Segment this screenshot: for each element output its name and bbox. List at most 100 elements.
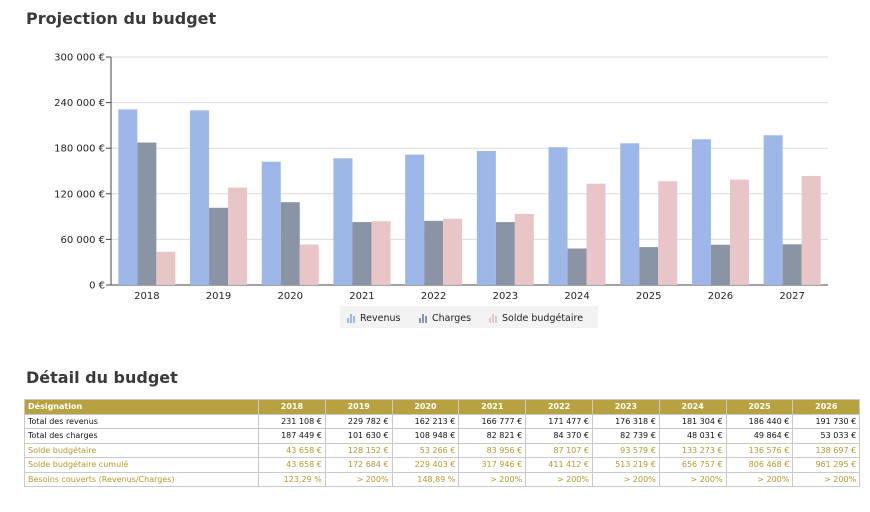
table-cell: 806 468 € — [725, 457, 794, 473]
row-label: Solde budgétaire — [24, 442, 259, 458]
legend-icon — [425, 316, 427, 323]
legend-icon — [495, 316, 497, 323]
y-tick-label: 240 000 € — [54, 98, 105, 109]
table-cell: 93 579 € — [591, 442, 660, 458]
row-label: Total des charges — [24, 428, 259, 444]
table-cell: > 200% — [792, 471, 861, 487]
row-label: Besoins couverts (Revenus/Charges) — [24, 471, 259, 487]
header-year: 2026 — [792, 399, 861, 415]
bar — [156, 251, 176, 285]
table-cell: 229 403 € — [391, 457, 460, 473]
bar — [443, 218, 463, 285]
bar — [782, 244, 802, 285]
bar — [280, 202, 300, 285]
header-year: 2020 — [391, 399, 460, 415]
chart-title: Projection du budget — [26, 9, 217, 28]
bar — [476, 150, 496, 285]
legend-label: Charges — [432, 313, 471, 324]
table-cell: 229 782 € — [324, 413, 393, 429]
table-row-besoins-couverts: Besoins couverts (Revenus/Charges) 123,2… — [24, 471, 861, 487]
legend-icon — [422, 314, 424, 323]
table-cell: 138 697 € — [792, 442, 861, 458]
table-cell: 317 946 € — [458, 457, 527, 473]
bar — [658, 181, 678, 285]
table-cell: 166 777 € — [458, 413, 527, 429]
bar — [620, 143, 640, 285]
table-cell: > 200% — [324, 471, 393, 487]
table-cell: 43 658 € — [258, 442, 326, 458]
bar — [299, 244, 319, 285]
table-row-total-revenus: Total des revenus 231 108 € 229 782 € 16… — [24, 413, 861, 429]
bar — [118, 109, 138, 286]
budget-table: Désignation 2018 2019 2020 2021 2022 202… — [24, 399, 861, 487]
bar — [567, 248, 587, 285]
table-cell: 961 295 € — [792, 457, 861, 473]
table-cell: 53 266 € — [391, 442, 460, 458]
table-title: Détail du budget — [26, 368, 178, 387]
table-cell: 53 033 € — [792, 428, 861, 444]
table-cell: > 200% — [458, 471, 527, 487]
bar — [586, 183, 606, 285]
bar — [209, 207, 229, 285]
table-cell: 49 864 € — [725, 428, 794, 444]
table-cell: 191 730 € — [792, 413, 861, 429]
bar — [228, 187, 248, 285]
bar — [137, 142, 157, 285]
x-tick-label: 2024 — [564, 291, 589, 302]
table-cell: > 200% — [591, 471, 660, 487]
table-cell: 123,29 % — [258, 471, 326, 487]
legend-label: Revenus — [360, 313, 401, 324]
header-year: 2018 — [258, 399, 326, 415]
table-cell: 171 477 € — [525, 413, 593, 429]
header-year: 2025 — [725, 399, 794, 415]
header-year: 2023 — [591, 399, 660, 415]
table-cell: 186 440 € — [725, 413, 794, 429]
table-row-total-charges: Total des charges 187 449 € 101 630 € 10… — [24, 428, 861, 444]
bar — [424, 220, 444, 285]
bar — [261, 161, 281, 285]
table-header-row: Désignation 2018 2019 2020 2021 2022 202… — [24, 399, 861, 415]
bar — [710, 244, 730, 285]
table-cell: 162 213 € — [391, 413, 460, 429]
table-cell: 128 152 € — [324, 442, 393, 458]
table-cell: > 200% — [658, 471, 727, 487]
table-row-solde: Solde budgétaire 43 658 € 128 152 € 53 2… — [24, 442, 861, 458]
bar — [405, 154, 425, 285]
table-row-solde-cumule: Solde budgétaire cumulé 43 658 € 172 684… — [24, 457, 861, 473]
header-designation: Désignation — [24, 399, 259, 415]
table-cell: 656 757 € — [658, 457, 727, 473]
header-year: 2021 — [458, 399, 527, 415]
row-label: Total des revenus — [24, 413, 259, 429]
bar — [514, 213, 534, 285]
table-cell: 187 449 € — [258, 428, 326, 444]
x-tick-label: 2020 — [278, 291, 303, 302]
bar — [371, 221, 391, 285]
bar — [763, 135, 783, 285]
x-tick-label: 2027 — [779, 291, 804, 302]
table-cell: 133 273 € — [658, 442, 727, 458]
y-tick-label: 120 000 € — [54, 189, 105, 200]
bar — [190, 110, 210, 285]
legend-icon — [350, 314, 352, 323]
legend-icon — [492, 314, 494, 323]
table-cell: 148,89 % — [391, 471, 460, 487]
y-tick-label: 60 000 € — [60, 235, 105, 246]
y-tick-label: 300 000 € — [54, 53, 105, 64]
bar — [729, 179, 749, 285]
bar — [548, 147, 568, 285]
legend-box — [340, 306, 598, 328]
bar — [691, 139, 711, 285]
table-cell: 181 304 € — [658, 413, 727, 429]
x-tick-label: 2023 — [493, 291, 518, 302]
x-tick-label: 2026 — [708, 291, 733, 302]
row-label: Solde budgétaire cumulé — [24, 457, 259, 473]
bar — [495, 222, 515, 285]
legend-icon — [489, 318, 491, 323]
table-cell: 48 031 € — [658, 428, 727, 444]
legend-icon — [347, 318, 349, 323]
table-cell: 108 948 € — [391, 428, 460, 444]
x-tick-label: 2025 — [636, 291, 661, 302]
table-cell: 43 658 € — [258, 457, 326, 473]
table-cell: 82 821 € — [458, 428, 527, 444]
x-tick-label: 2018 — [134, 291, 159, 302]
